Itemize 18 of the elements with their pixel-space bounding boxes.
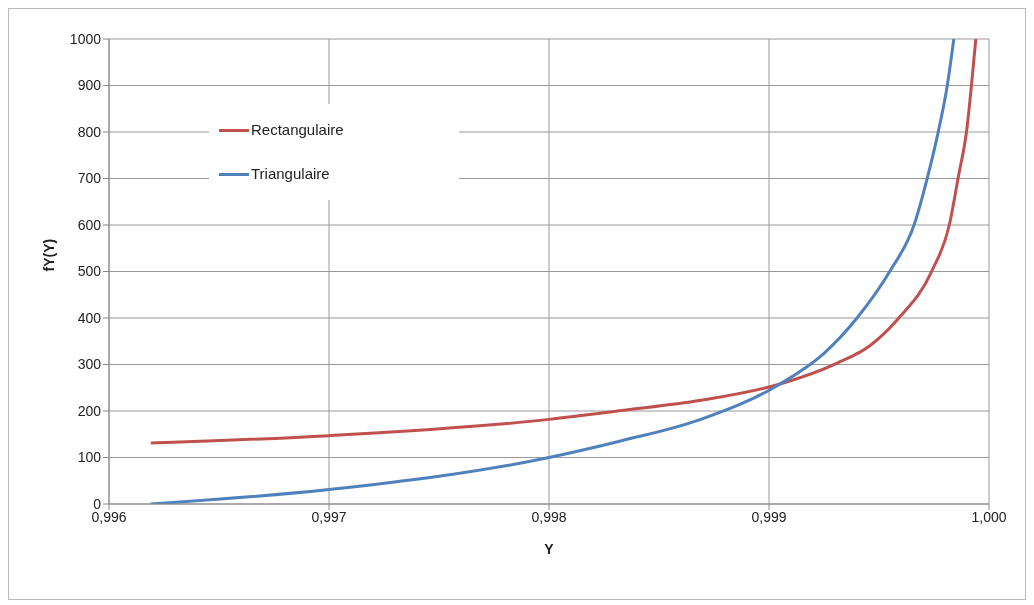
- x-tick-label: 0,997: [311, 508, 347, 525]
- y-tick-label: 100: [77, 449, 102, 466]
- y-tick-label: 500: [77, 263, 102, 280]
- legend-label: Triangulaire: [251, 164, 330, 184]
- y-tick-label: 300: [77, 356, 102, 373]
- x-tick-label: 1,000: [971, 508, 1007, 525]
- y-tick-label: 1000: [69, 30, 102, 47]
- y-tick-label: 900: [77, 77, 102, 94]
- x-tick-label: 0,999: [751, 508, 787, 525]
- y-tick-label: 400: [77, 309, 102, 326]
- y-axis-title: fY(Y): [40, 238, 57, 272]
- y-tick-label: 600: [77, 216, 102, 233]
- y-tick-label: 200: [77, 402, 102, 419]
- x-axis-title: Y: [544, 541, 555, 557]
- x-tick-label: 0,998: [531, 508, 567, 525]
- legend-label: Rectangulaire: [251, 120, 344, 140]
- y-tick-label: 800: [77, 123, 102, 140]
- y-tick-label: 700: [77, 170, 102, 187]
